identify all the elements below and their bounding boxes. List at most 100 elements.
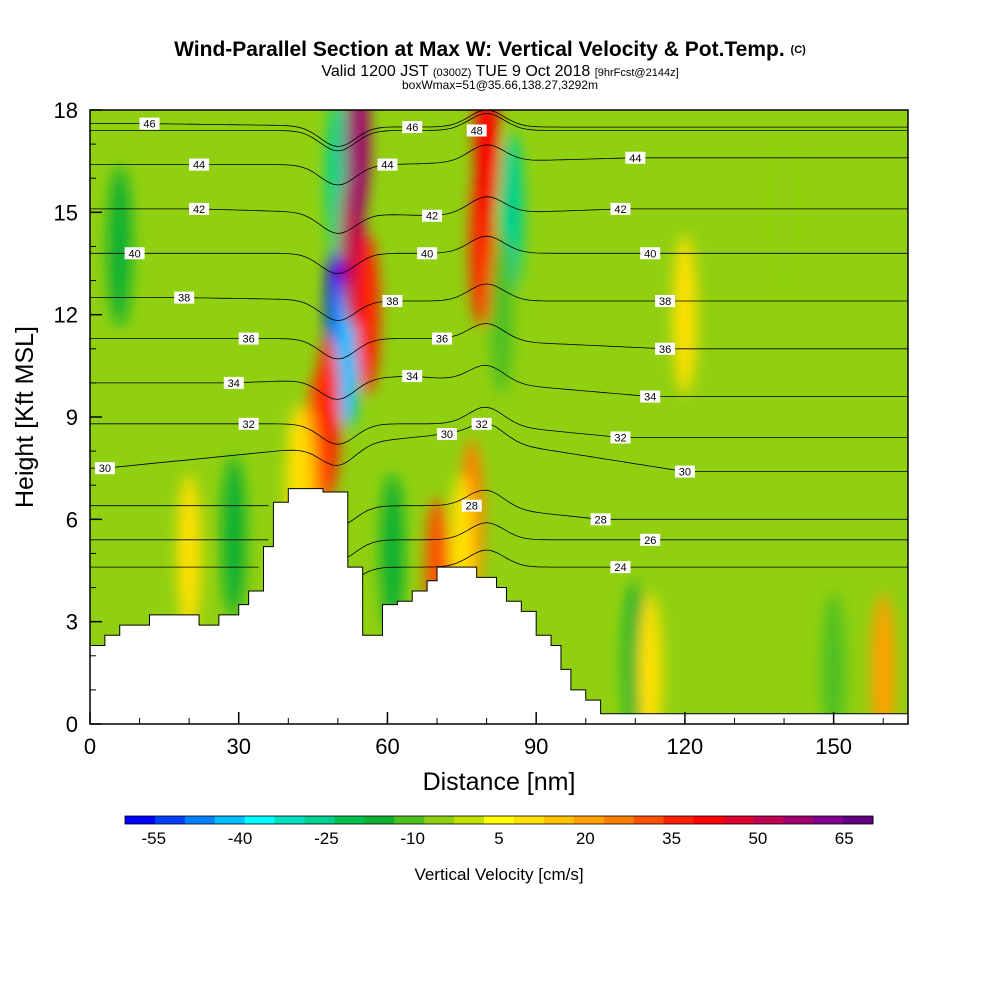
svg-text:38: 38: [386, 296, 398, 308]
svg-text:48: 48: [471, 125, 483, 137]
contour-label: 24: [610, 561, 631, 574]
y-tick-label: 15: [54, 200, 78, 225]
contour-label: 30: [94, 462, 115, 475]
contour-label: 44: [377, 158, 398, 172]
colorbar-tick-label: -55: [141, 829, 166, 848]
colorbar-swatch: [513, 816, 545, 824]
theta-contour: [90, 235, 908, 275]
y-axis-label: Height [Kft MSL]: [11, 326, 39, 508]
theta-contour: [90, 489, 908, 524]
potential-temperature-contours: [90, 110, 908, 575]
colorbar-swatch: [783, 816, 814, 824]
colorbar-tick-label: 35: [662, 829, 681, 848]
contour-label: 40: [640, 247, 661, 260]
x-tick-label: 120: [667, 734, 704, 759]
contour-label: 32: [610, 431, 631, 444]
x-tick-label: 30: [226, 734, 250, 759]
theta-contour: [90, 422, 908, 472]
contour-label: 36: [431, 332, 452, 346]
y-tick-label: 3: [66, 610, 78, 635]
colorbar-swatch: [693, 816, 724, 824]
velocity-cell: [474, 110, 499, 225]
svg-text:46: 46: [143, 119, 155, 131]
svg-text:46: 46: [406, 122, 418, 134]
contour-label: 38: [655, 295, 676, 308]
contour-label: 42: [610, 202, 631, 216]
colorbar-swatch: [573, 816, 605, 824]
svg-text:40: 40: [421, 248, 433, 260]
chart-boxinfo: boxWmax=51@35.66,138.27,3292m: [402, 78, 598, 92]
theta-contour: [90, 323, 908, 360]
svg-text:30: 30: [441, 429, 453, 441]
colorbar-tick-label: -25: [314, 829, 339, 848]
svg-text:34: 34: [228, 378, 240, 390]
y-axis: 0 3 6 9 12 15 18: [54, 98, 102, 737]
svg-text:32: 32: [614, 432, 626, 444]
contour-label: 46: [402, 121, 423, 134]
velocity-cell: [638, 592, 663, 724]
y-tick-label: 0: [66, 712, 78, 737]
svg-text:28: 28: [466, 501, 478, 513]
colorbar-swatch: [394, 816, 425, 824]
colorbar-swatch: [334, 816, 365, 824]
y-tick-label: 6: [66, 507, 78, 532]
velocity-cell: [315, 337, 340, 497]
velocity-cell: [107, 166, 132, 327]
theta-contour: [90, 406, 908, 445]
velocity-cell: [821, 592, 846, 724]
velocity-cell: [221, 456, 246, 617]
velocity-cell: [772, 132, 797, 293]
colorbar-swatch: [603, 816, 635, 824]
x-tick-label: 90: [524, 734, 548, 759]
velocity-cell: [672, 234, 697, 395]
theta-contour: [90, 522, 908, 558]
svg-text:34: 34: [406, 371, 418, 383]
svg-text:44: 44: [193, 160, 205, 172]
colorbar-swatch: [274, 816, 306, 824]
contour-label: 32: [238, 417, 259, 431]
svg-text:32: 32: [243, 419, 255, 431]
velocity-cell: [380, 473, 405, 634]
contour-label: 34: [223, 376, 244, 390]
svg-text:38: 38: [659, 296, 671, 308]
svg-text:40: 40: [644, 248, 656, 260]
velocity-cell: [177, 473, 202, 634]
svg-text:28: 28: [595, 514, 607, 526]
theta-contour: [90, 144, 908, 186]
contour-label: 46: [139, 117, 160, 131]
contour-label: 32: [471, 417, 492, 431]
colorbar-swatch: [633, 816, 665, 824]
contour-label: 34: [640, 390, 661, 404]
contour-label: 44: [189, 158, 210, 172]
svg-text:42: 42: [193, 204, 205, 216]
x-tick-label: 0: [84, 734, 96, 759]
colorbar-swatch: [304, 816, 335, 824]
x-tick-label: 150: [815, 734, 852, 759]
colorbar-swatch: [843, 816, 874, 824]
chart-subtitle: Valid 1200 JST (0300Z) TUE 9 Oct 2018 [9…: [321, 63, 678, 80]
svg-text:34: 34: [644, 392, 656, 404]
colorbar-swatch: [753, 816, 784, 824]
svg-text:26: 26: [644, 535, 656, 547]
contour-label: 38: [382, 295, 403, 308]
colorbar-tick-label: 20: [576, 829, 595, 848]
colorbar-swatch: [813, 816, 844, 824]
terrain-mask: [90, 488, 908, 724]
svg-text:36: 36: [659, 344, 671, 356]
colorbar-swatch: [663, 816, 694, 824]
colorbar-tick-label: -40: [228, 829, 253, 848]
svg-text:36: 36: [436, 334, 448, 346]
svg-text:42: 42: [426, 211, 438, 223]
svg-text:42: 42: [614, 204, 626, 216]
theta-contour: [90, 112, 908, 152]
theta-contour: [90, 283, 908, 322]
svg-text:32: 32: [476, 419, 488, 431]
colorbar-swatch: [154, 816, 186, 824]
svg-text:38: 38: [178, 293, 190, 305]
colorbar-swatch: [454, 816, 485, 824]
contour-label: 42: [189, 202, 210, 216]
colorbar-ticks: -55 -40 -25 -10 5 20 35 50 65: [141, 829, 853, 848]
contour-label: 38: [174, 291, 195, 305]
colorbar-swatch: [214, 816, 246, 824]
